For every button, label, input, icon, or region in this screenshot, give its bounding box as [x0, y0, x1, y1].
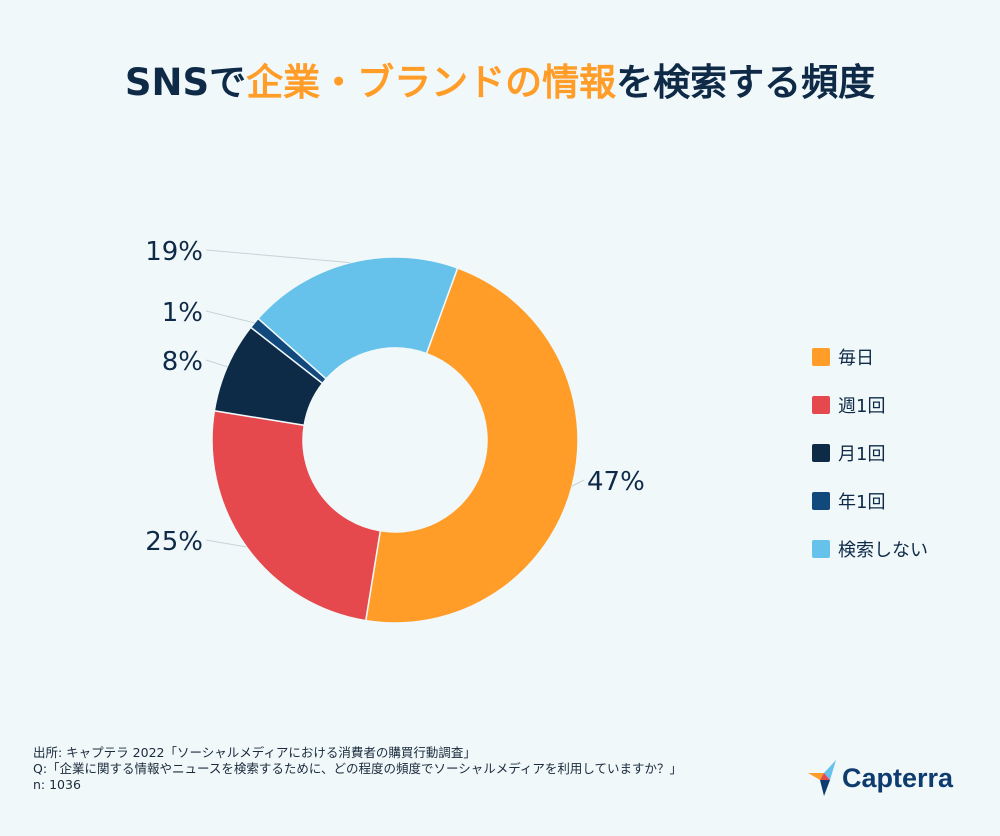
capterra-logo: Capterra — [808, 760, 953, 796]
footer: 出所: キャプテラ 2022「ソーシャルメディアにおける消費者の購買行動調査」 … — [33, 745, 682, 793]
legend-item: 月1回 — [812, 429, 928, 477]
data-label-0: 47% — [587, 467, 645, 497]
title-part1: SNSで — [124, 61, 247, 104]
legend-item: 週1回 — [812, 381, 928, 429]
legend-swatch — [812, 540, 830, 558]
legend: 毎日週1回月1回年1回検索しない — [812, 333, 928, 573]
leader-line-2 — [205, 359, 228, 368]
legend-swatch — [812, 396, 830, 414]
legend-label: 月1回 — [838, 444, 886, 465]
question-note: Q:「企業に関する情報やニュースを検索するために、どの程度の頻度でソーシャルメデ… — [33, 761, 683, 776]
legend-label: 週1回 — [838, 396, 886, 417]
leader-line-0 — [571, 479, 585, 487]
legend-label: 毎日 — [838, 348, 874, 369]
legend-swatch — [812, 492, 830, 510]
title-part2: を検索する頻度 — [616, 61, 876, 104]
legend-item: 年1回 — [812, 477, 928, 525]
legend-label: 検索しない — [838, 540, 928, 561]
data-label-3: 1% — [162, 298, 203, 328]
donut-slice-4 — [257, 256, 459, 380]
legend-label: 年1回 — [838, 492, 886, 513]
donut-slice-1 — [211, 409, 382, 622]
leader-line-3 — [205, 310, 255, 324]
data-label-4: 19% — [145, 237, 203, 267]
capterra-arrow-icon — [808, 760, 836, 796]
legend-swatch — [812, 348, 830, 366]
source-note: 出所: キャプテラ 2022「ソーシャルメディアにおける消費者の購買行動調査」 — [33, 745, 476, 760]
title-highlight: 企業・ブランドの情報 — [246, 61, 617, 104]
data-label-1: 25% — [145, 527, 203, 557]
legend-item: 毎日 — [812, 333, 928, 381]
legend-item: 検索しない — [812, 525, 928, 573]
leader-line-1 — [205, 539, 247, 548]
logo-text: Capterra — [842, 762, 954, 793]
sample-size: n: 1036 — [33, 777, 81, 792]
chart-title: SNSで企業・ブランドの情報を検索する頻度 — [0, 52, 1000, 106]
leader-line-4 — [205, 249, 351, 264]
data-label-2: 8% — [162, 347, 203, 377]
donut-slice-0 — [364, 267, 579, 624]
legend-swatch — [812, 444, 830, 462]
